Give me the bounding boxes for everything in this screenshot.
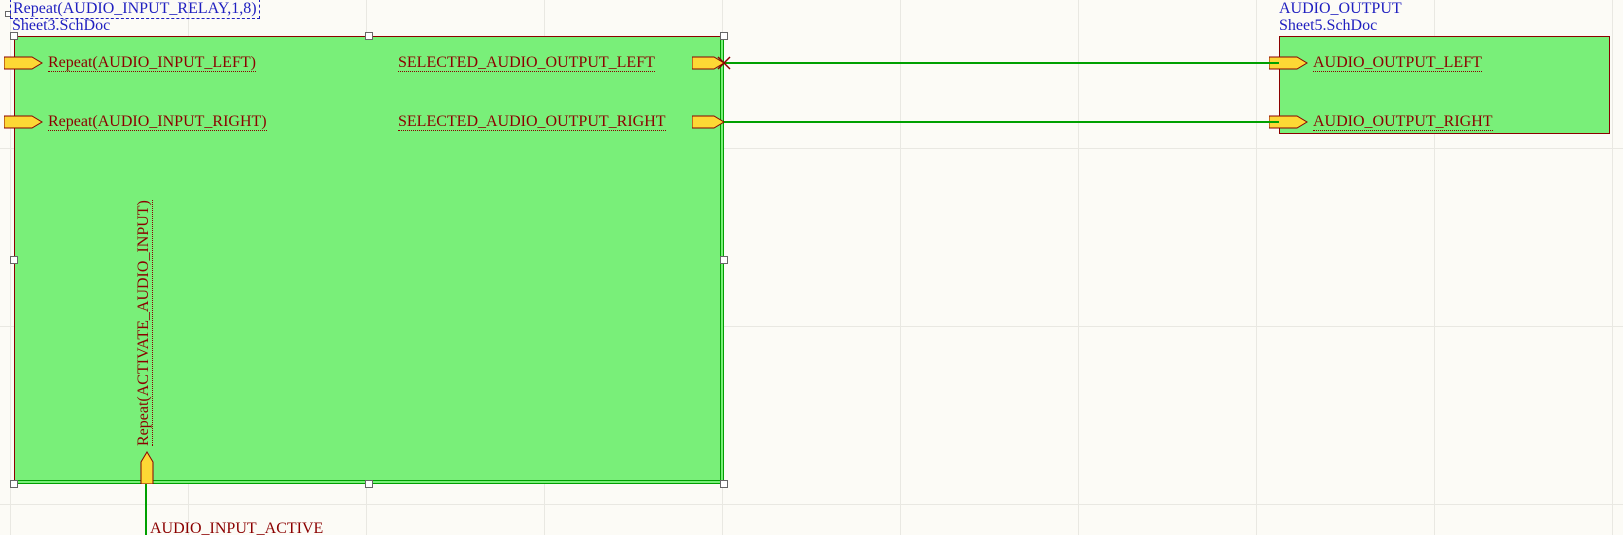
wire[interactable]: [724, 62, 1279, 64]
net-label-audio-input-active[interactable]: AUDIO_INPUT_ACTIVE: [150, 520, 323, 538]
sheet-symbol-audio-input-relay[interactable]: [14, 36, 724, 484]
port-label-audio-input-right[interactable]: Repeat(AUDIO_INPUT_RIGHT): [48, 113, 267, 131]
junction-marker-icon: [716, 55, 732, 71]
resize-handle[interactable]: [365, 480, 373, 488]
port-text: SELECTED_AUDIO_OUTPUT_RIGHT: [398, 113, 666, 131]
sheet-designator-text: AUDIO_OUTPUT: [1279, 0, 1402, 17]
port-arrow-icon: [138, 450, 156, 484]
schematic-canvas[interactable]: Repeat(AUDIO_INPUT_RELAY,1,8) Sheet3.Sch…: [0, 0, 1623, 535]
sheet-filename-text: Sheet5.SchDoc: [1279, 17, 1377, 34]
resize-handle[interactable]: [720, 256, 728, 264]
sheet-filename[interactable]: Sheet3.SchDoc: [12, 17, 110, 35]
resize-handle[interactable]: [720, 480, 728, 488]
port-text: Repeat(AUDIO_INPUT_LEFT): [48, 54, 256, 72]
port-label-selected-output-left[interactable]: SELECTED_AUDIO_OUTPUT_LEFT: [398, 54, 655, 72]
port-label-audio-input-left[interactable]: Repeat(AUDIO_INPUT_LEFT): [48, 54, 256, 72]
wire[interactable]: [724, 121, 1279, 123]
resize-handle[interactable]: [10, 256, 18, 264]
sheet-filename[interactable]: Sheet5.SchDoc: [1279, 17, 1377, 35]
port-text: Repeat(ACTIVATE_AUDIO_INPUT): [135, 200, 153, 446]
resize-handle[interactable]: [10, 480, 18, 488]
port-text: AUDIO_OUTPUT_RIGHT: [1313, 113, 1493, 131]
resize-handle[interactable]: [365, 32, 373, 40]
port-arrow-icon: [692, 113, 726, 131]
port-arrow-icon: [4, 54, 44, 72]
port-text: SELECTED_AUDIO_OUTPUT_LEFT: [398, 54, 655, 72]
port-label-selected-output-right[interactable]: SELECTED_AUDIO_OUTPUT_RIGHT: [398, 113, 666, 131]
port-arrow-icon: [4, 113, 44, 131]
resize-handle[interactable]: [720, 32, 728, 40]
sheet-designator[interactable]: AUDIO_OUTPUT: [1279, 0, 1402, 18]
port-label-audio-output-right[interactable]: AUDIO_OUTPUT_RIGHT: [1313, 113, 1493, 131]
port-label-audio-output-left[interactable]: AUDIO_OUTPUT_LEFT: [1313, 54, 1482, 72]
sheet-designator-text: Repeat(AUDIO_INPUT_RELAY,1,8): [13, 0, 257, 17]
port-label-activate-audio-input[interactable]: Repeat(ACTIVATE_AUDIO_INPUT): [135, 200, 153, 446]
port-text: Repeat(AUDIO_INPUT_RIGHT): [48, 113, 267, 131]
sheet-filename-text: Sheet3.SchDoc: [12, 17, 110, 34]
port-text: AUDIO_OUTPUT_LEFT: [1313, 54, 1482, 72]
wire[interactable]: [145, 484, 147, 535]
net-label-text: AUDIO_INPUT_ACTIVE: [150, 520, 323, 537]
